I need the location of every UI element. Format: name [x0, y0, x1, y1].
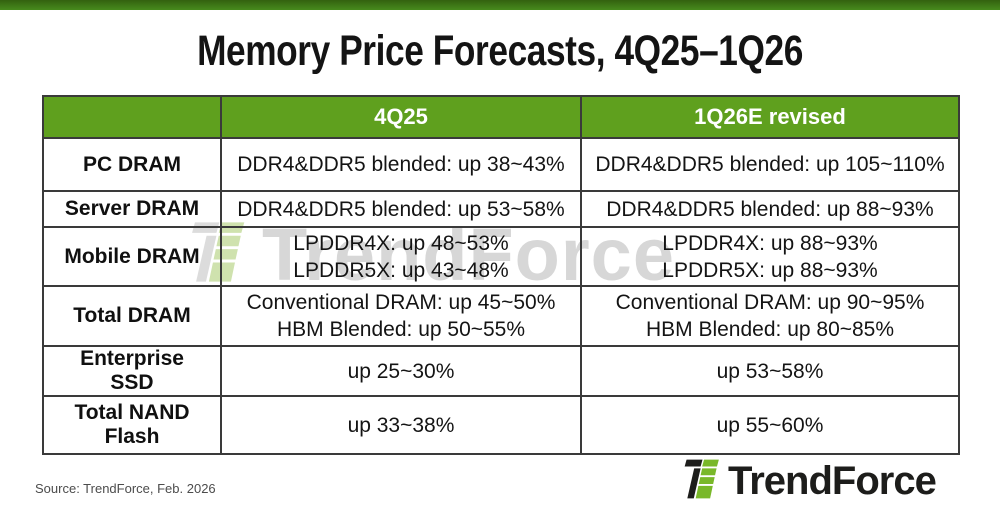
table-row-mobile-dram: Mobile DRAM LPDDR4X: up 48~53% LPDDR5X: … [42, 226, 960, 287]
cell-line: up 53~58% [716, 359, 824, 383]
cell-line: Conventional DRAM: up 45~50% [246, 291, 556, 314]
cell-line: DDR4&DDR5 blended: up 53~58% [237, 197, 565, 221]
column-header-1q26e-revised: 1Q26E revised [580, 95, 960, 139]
corner-header-cell [42, 95, 222, 139]
source-note: Source: TrendForce, Feb. 2026 [35, 481, 216, 496]
forecast-table: 4Q25 1Q26E revised PC DRAM DDR4&DDR5 ble… [42, 95, 960, 455]
cell-line: LPDDR5X: up 43~48% [293, 258, 509, 282]
table-row-server-dram: Server DRAM DDR4&DDR5 blended: up 53~58%… [42, 190, 960, 228]
cell-1q26e: up 53~58% [580, 345, 960, 397]
page-title: Memory Price Forecasts, 4Q25–1Q26 [197, 27, 803, 75]
table-row-total-dram: Total DRAM Conventional DRAM: up 45~50% … [42, 285, 960, 347]
row-label: Mobile DRAM [42, 226, 222, 287]
cell-4q25: up 25~30% [220, 345, 582, 397]
table-row-enterprise-ssd: Enterprise SSD up 25~30% up 53~58% [42, 345, 960, 397]
cell-line: LPDDR4X: up 48~53% [293, 231, 509, 255]
row-label: PC DRAM [42, 137, 222, 192]
cell-line: up 55~60% [716, 413, 824, 437]
cell-1q26e: Conventional DRAM: up 90~95% HBM Blended… [580, 285, 960, 347]
table-header-row: 4Q25 1Q26E revised [42, 95, 960, 139]
cell-line: LPDDR5X: up 88~93% [662, 258, 878, 282]
cell-line: DDR4&DDR5 blended: up 88~93% [606, 197, 934, 221]
row-label: Enterprise SSD [42, 345, 222, 397]
cell-4q25: Conventional DRAM: up 45~50% HBM Blended… [220, 285, 582, 347]
row-label: Total NAND Flash [42, 395, 222, 455]
cell-line: LPDDR4X: up 88~93% [662, 231, 878, 255]
cell-1q26e: DDR4&DDR5 blended: up 88~93% [580, 190, 960, 228]
cell-4q25: DDR4&DDR5 blended: up 53~58% [220, 190, 582, 228]
cell-line: DDR4&DDR5 blended: up 105~110% [595, 153, 945, 176]
trendforce-logo-icon [682, 453, 720, 510]
cell-line: HBM Blended: up 80~85% [645, 318, 895, 341]
cell-line: Conventional DRAM: up 90~95% [615, 291, 925, 314]
row-label: Server DRAM [42, 190, 222, 228]
cell-4q25: up 33~38% [220, 395, 582, 455]
column-header-4q25: 4Q25 [220, 95, 582, 139]
row-label: Total DRAM [42, 285, 222, 347]
cell-4q25: LPDDR4X: up 48~53% LPDDR5X: up 43~48% [220, 226, 582, 287]
cell-1q26e: LPDDR4X: up 88~93% LPDDR5X: up 88~93% [580, 226, 960, 287]
top-accent-bar [0, 0, 1000, 10]
cell-line: DDR4&DDR5 blended: up 38~43% [237, 153, 565, 176]
cell-1q26e: DDR4&DDR5 blended: up 105~110% [580, 137, 960, 192]
table-row-pc-dram: PC DRAM DDR4&DDR5 blended: up 38~43% DDR… [42, 137, 960, 192]
table-row-total-nand-flash: Total NAND Flash up 33~38% up 55~60% [42, 395, 960, 455]
trendforce-logo: TrendForce [682, 453, 937, 510]
cell-line: HBM Blended: up 50~55% [276, 318, 526, 341]
cell-1q26e: up 55~60% [580, 395, 960, 455]
trendforce-logo-text: TrendForce [728, 459, 937, 503]
cell-4q25: DDR4&DDR5 blended: up 38~43% [220, 137, 582, 192]
cell-line: up 33~38% [347, 413, 455, 437]
cell-line: up 25~30% [347, 359, 455, 383]
